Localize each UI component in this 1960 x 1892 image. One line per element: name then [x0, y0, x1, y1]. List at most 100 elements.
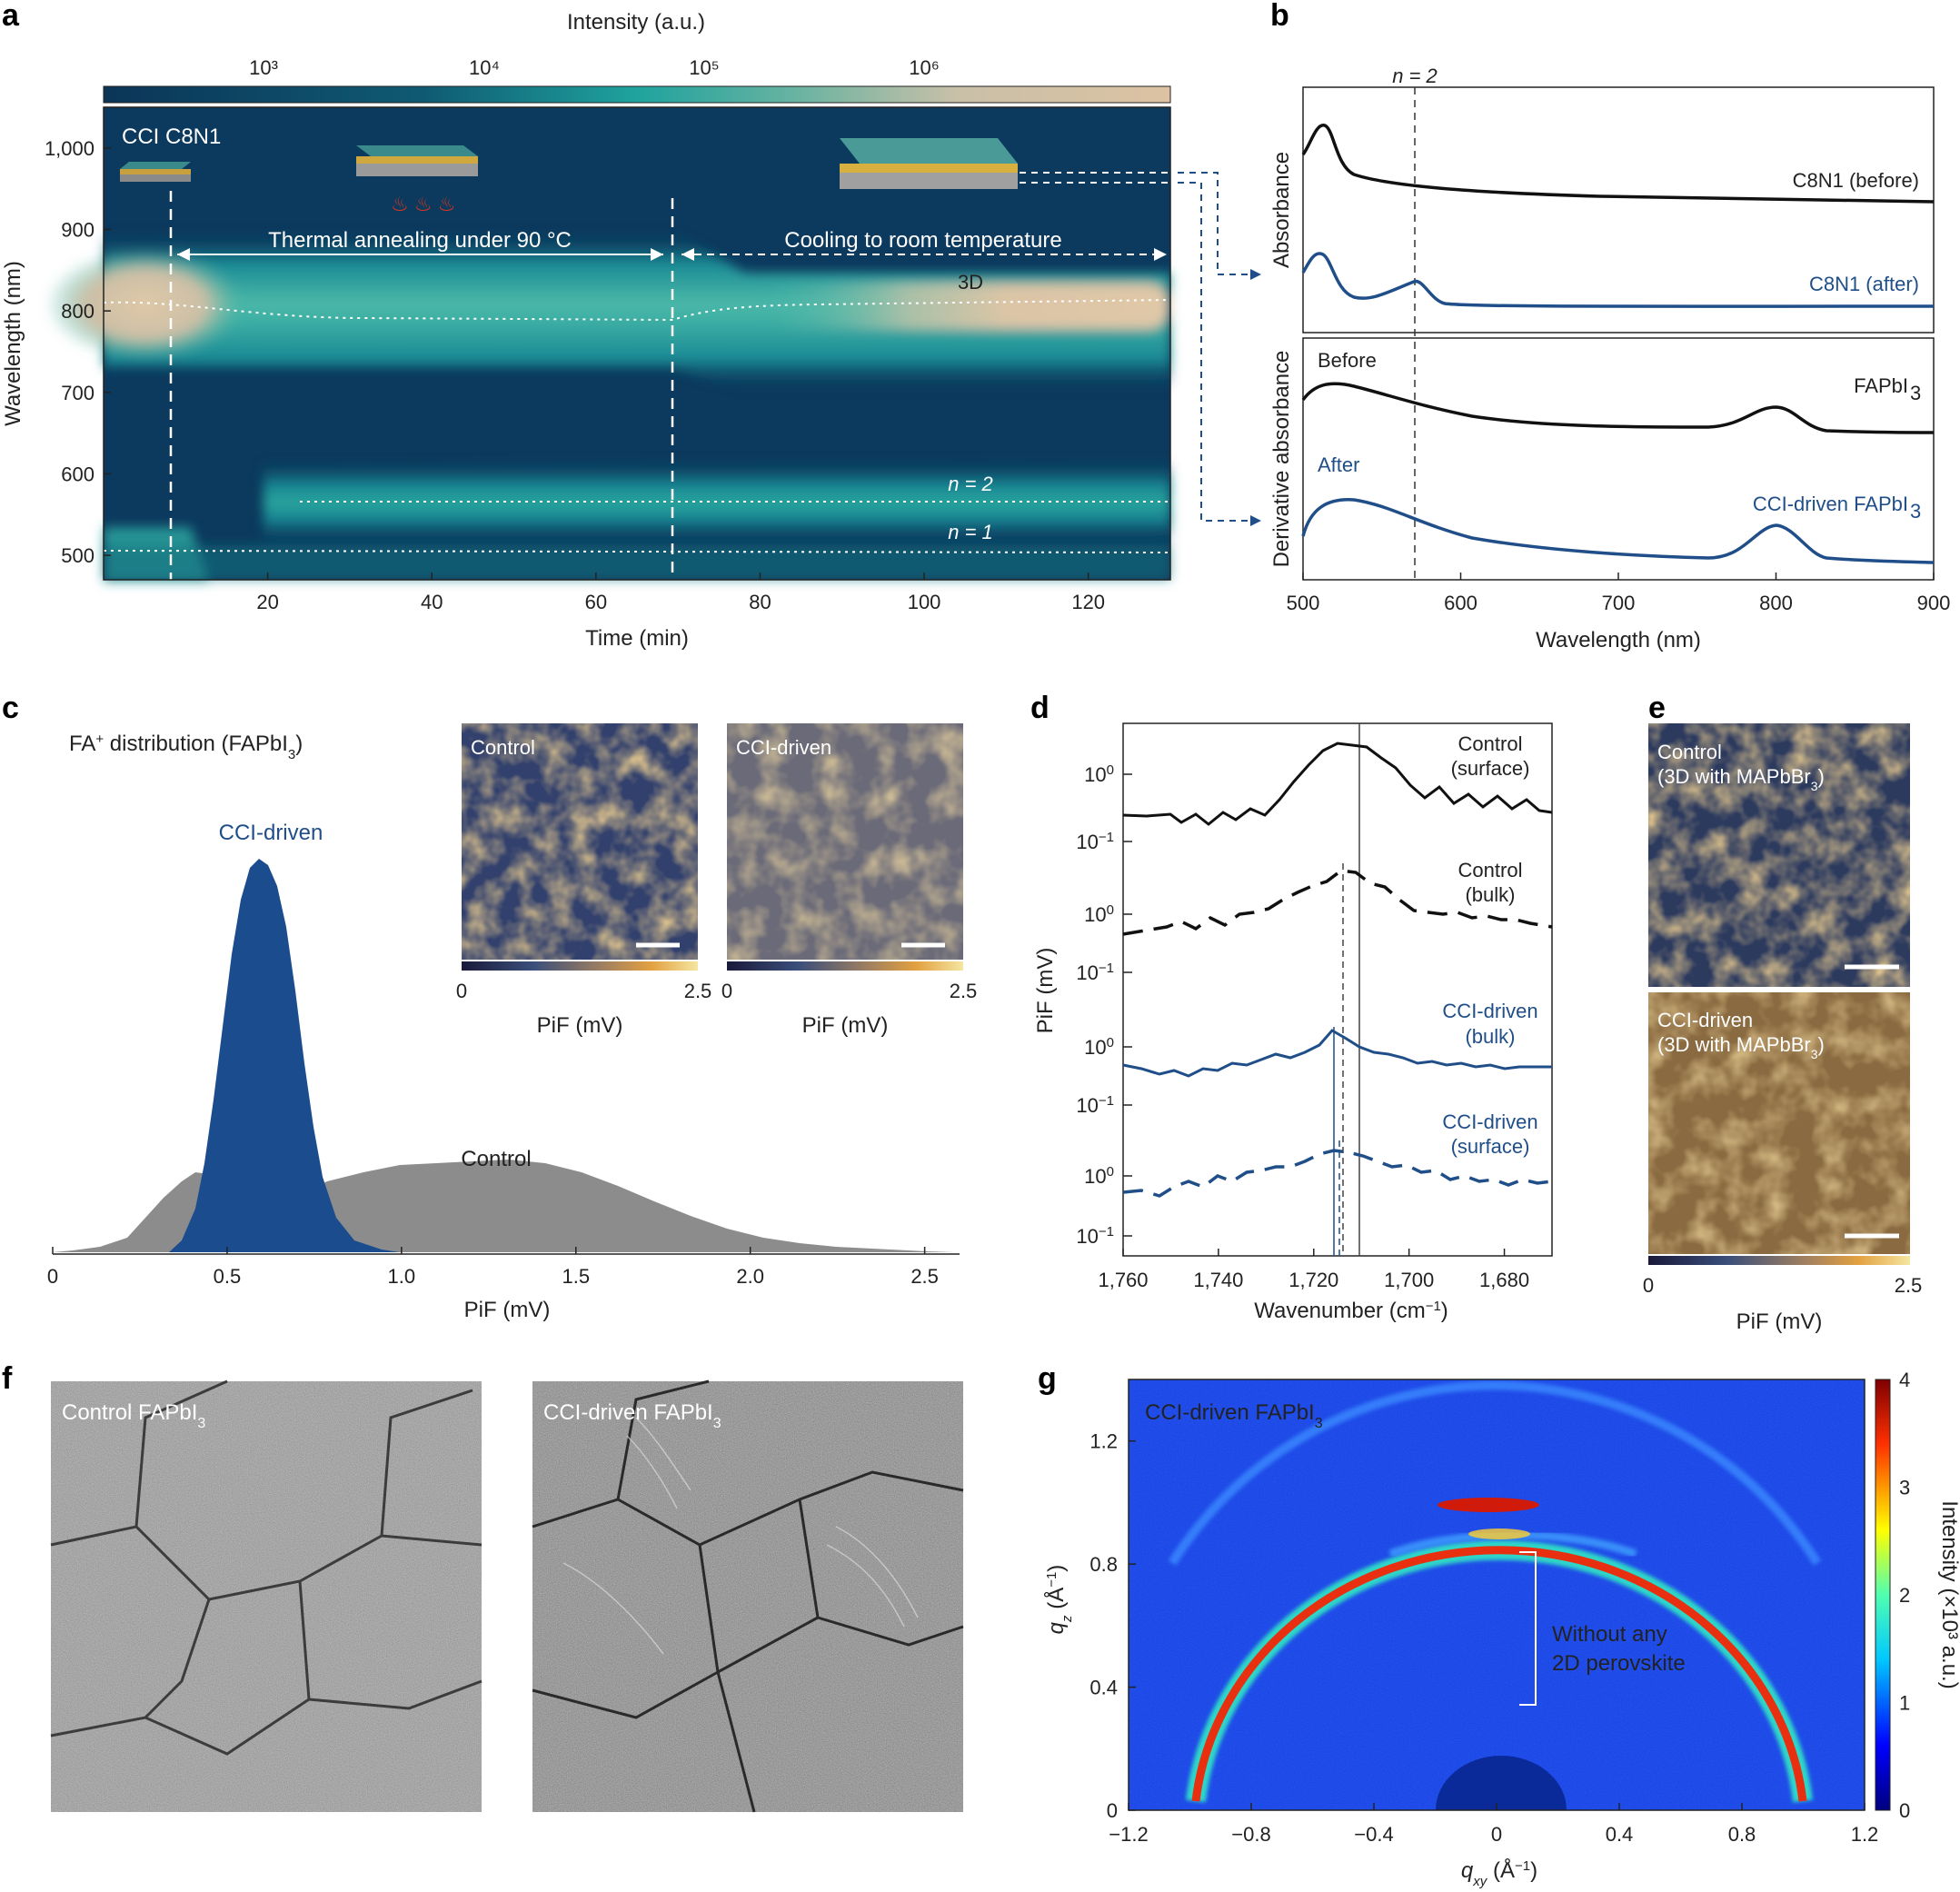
label-cci-surface-sub: (surface) [1451, 1135, 1530, 1158]
label-control-surface-sub: (surface) [1451, 757, 1530, 780]
distribution-title: FA+ distribution (FAPbI3) [69, 732, 303, 762]
trend-n1 [103, 550, 1171, 553]
label-cci-bulk-sub: (bulk) [1465, 1025, 1515, 1048]
x-tick-label: 600 [1444, 592, 1477, 614]
y-tick-label: 500 [61, 544, 95, 567]
cci-histogram [169, 859, 400, 1252]
x-tick-label: 40 [421, 591, 443, 613]
curve-fapbi3 [1301, 382, 1935, 434]
x-tick-label: 1.5 [562, 1265, 590, 1288]
x-axis-ticks: 1,760 1,740 1,720 1,700 1,680 [1098, 1249, 1529, 1291]
colorbar-tick: 4 [1899, 1369, 1910, 1391]
main-ring [1191, 1546, 1807, 1802]
x-tick-label: −0.4 [1354, 1823, 1393, 1846]
colorbar-tick: 0 [1899, 1799, 1910, 1822]
subscript: 3 [1910, 382, 1921, 404]
panel-label-g: g [1038, 1361, 1057, 1396]
x-tick-label: 800 [1759, 592, 1793, 614]
cbar-max: 2.5 [950, 980, 978, 1002]
sample-label: CCI-driven FAPbI3 [1145, 1400, 1323, 1431]
x-tick-label: 1,680 [1479, 1269, 1529, 1291]
x-axis-ticks: 0 0.5 1.0 1.5 2.0 2.5 [47, 1247, 939, 1288]
panel-f: Control FAPbI3 CCI-driven FAPbI3 [50, 1379, 964, 1813]
y-tick-label: 10−1 [1076, 830, 1114, 854]
control-map-label: Control [1657, 741, 1722, 763]
x-tick-label: 500 [1287, 592, 1320, 614]
y-axis-ticks: 0 0.4 0.8 1.2 [1089, 1430, 1136, 1822]
x-tick-label: 20 [256, 591, 278, 613]
curve-label-c8n1-after: C8N1 (after) [1809, 273, 1919, 295]
label-3d: 3D [958, 271, 983, 294]
outer-ring [1168, 1380, 1822, 1566]
control-map-texture [1648, 723, 1910, 987]
n2-label: n = 2 [1392, 65, 1438, 87]
annotation-bracket [1519, 1551, 1537, 1706]
ring-hotspot-top [1438, 1498, 1539, 1512]
panel-label-a: a [2, 0, 20, 33]
x-tick-label: 1,760 [1098, 1269, 1148, 1291]
x-axis-ticks: 20 40 60 80 100 120 [256, 573, 1105, 613]
band-3d-peak-left [45, 248, 245, 361]
x-tick-label: 700 [1602, 592, 1636, 614]
curve-label-fapbi3: FAPbI [1854, 374, 1908, 397]
absorbance-plot-frame [1302, 86, 1935, 334]
grain-boundaries-cci [532, 1379, 964, 1813]
panel-g: Without any 2D perovskite CCI-driven FAP… [1043, 1369, 1960, 1889]
y-tick-label: 100 [1084, 1164, 1114, 1189]
cooling-label: Cooling to room temperature [784, 228, 1061, 253]
label-n2: n = 2 [948, 473, 993, 495]
x-axis-label: Wavelength (nm) [1536, 628, 1701, 652]
annealing-label: Thermal annealing under 90 °C [268, 228, 572, 253]
colorbar-tick: 2 [1899, 1584, 1910, 1607]
x-tick-label: 0 [1491, 1823, 1502, 1846]
connector-top-head [1250, 269, 1261, 280]
grain-boundaries-control [50, 1379, 483, 1756]
x-tick-label: 0 [47, 1265, 58, 1288]
panel-c: FA+ distribution (FAPbI3) CCI-driven Con… [47, 723, 977, 1322]
x-axis-label: Wavenumber (cm−1) [1254, 1299, 1448, 1324]
cci-map-texture [1648, 992, 1910, 1254]
x-tick-label: 60 [585, 591, 607, 613]
sem-cci-texture [532, 1381, 963, 1812]
sem-control-texture [51, 1381, 482, 1812]
x-axis-label: PiF (mV) [1736, 1309, 1823, 1334]
cci-pif-map-texture [727, 723, 963, 960]
colorbar-tick: 10⁵ [689, 56, 720, 79]
y-tick-label: 800 [61, 300, 95, 323]
giwaxs-noise [1129, 1379, 1865, 1810]
sample-label: CCI C8N1 [122, 124, 221, 149]
cci-map-label: CCI-driven [1657, 1009, 1753, 1031]
y-tick-label: 10−1 [1076, 1093, 1114, 1118]
y-tick-label: 10−1 [1076, 961, 1114, 985]
curve-label-c8n1-before: C8N1 (before) [1793, 169, 1919, 192]
y-tick-label: 900 [61, 218, 95, 241]
connector-top [1178, 172, 1261, 275]
y-axis-label: qz (Å−1) [1043, 1565, 1075, 1635]
x-tick-label: 1,700 [1384, 1269, 1434, 1291]
cci-histogram-label: CCI-driven [219, 821, 323, 845]
map-colorbar [727, 961, 963, 971]
before-label: Before [1318, 349, 1377, 372]
y-tick-label: 1.2 [1089, 1430, 1118, 1453]
heatmap-bands [45, 232, 1170, 582]
band-3d-peak-right [763, 284, 1170, 329]
panel-label-e: e [1648, 691, 1666, 725]
heatmap-frame [103, 106, 1171, 581]
map-label-cci: CCI-driven [736, 736, 831, 759]
derivative-plot-frame [1302, 337, 1935, 581]
cbar-min: 0 [721, 980, 732, 1002]
x-tick-label: 1.2 [1851, 1823, 1879, 1846]
map-x-label: PiF (mV) [802, 1013, 889, 1038]
curve-label-cci-fapbi3: CCI-driven FAPbI [1753, 493, 1908, 515]
curve-c8n1-before [1301, 124, 1935, 204]
x-tick-label: 80 [749, 591, 771, 613]
connector-bottom-head [1250, 515, 1261, 526]
label-control-bulk-sub: (bulk) [1465, 883, 1515, 906]
x-tick-label: −1.2 [1109, 1823, 1148, 1846]
x-tick-label: 2.0 [736, 1265, 764, 1288]
x-tick-label: 0.5 [214, 1265, 242, 1288]
panel-labels: a b c d e f g [2, 0, 1666, 1396]
ring-hotspot-inner [1468, 1529, 1530, 1539]
flame-icon: ♨ ♨ ♨ [391, 193, 455, 215]
y-tick-label: 0.8 [1089, 1553, 1118, 1576]
